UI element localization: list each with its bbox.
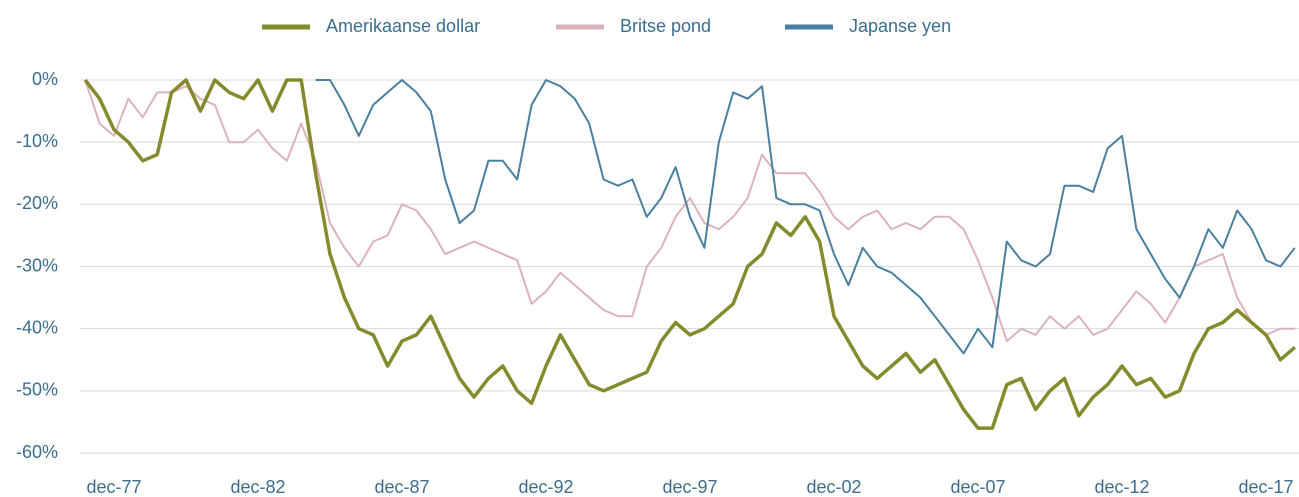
- y-tick-label: -40%: [16, 317, 58, 337]
- x-tick-label: dec-87: [374, 477, 429, 497]
- y-tick-label: 0%: [32, 69, 58, 89]
- x-tick-label: dec-97: [662, 477, 717, 497]
- y-tick-label: -10%: [16, 131, 58, 151]
- x-tick-label: dec-02: [806, 477, 861, 497]
- y-tick-label: -60%: [16, 442, 58, 462]
- x-tick-label: dec-12: [1094, 477, 1149, 497]
- x-tick-label: dec-92: [518, 477, 573, 497]
- x-tick-label: dec-82: [230, 477, 285, 497]
- x-tick-label: dec-07: [950, 477, 1005, 497]
- line-series: [315, 79, 1296, 355]
- legend-label: Amerikaanse dollar: [326, 16, 480, 36]
- y-tick-label: -30%: [16, 255, 58, 275]
- legend-label: Britse pond: [620, 16, 711, 36]
- legend-label: Japanse yen: [849, 16, 951, 36]
- line-series: [83, 78, 1296, 430]
- line-series: [84, 79, 1295, 343]
- y-tick-label: -50%: [16, 380, 58, 400]
- x-tick-label: dec-77: [86, 477, 141, 497]
- x-tick-label: dec-17: [1238, 477, 1293, 497]
- y-tick-label: -20%: [16, 193, 58, 213]
